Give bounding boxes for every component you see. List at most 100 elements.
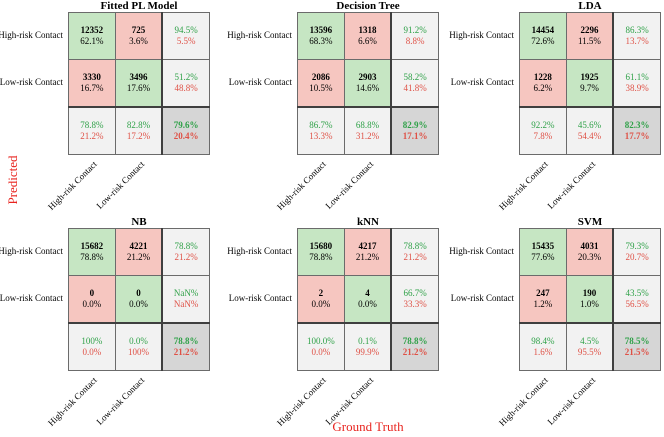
cell-bottom-value: 78.8% (80, 252, 104, 262)
cell-top-value: 13596 (309, 25, 333, 35)
x-tick-label: Low-risk Contact (94, 159, 147, 211)
cell-bottom-value: 68.3% (309, 36, 333, 46)
matrix-cell: 2 0.0% (297, 275, 345, 324)
confusion-matrix: 15435 77.6% 4031 20.3% 79.3% 20.7% 247 1.2% 190 1… (519, 228, 662, 371)
cell-top-value: 82.9% (402, 120, 428, 130)
cell-top-value: 2903 (358, 72, 377, 82)
cell-bottom-value: 20.4% (173, 131, 199, 141)
row-label: High-risk Contact (0, 246, 63, 256)
confusion-matrix-panel: LDA 14454 72.6% 2296 11.5% 86.3% 13.7% 1228 6.2… (449, 1, 662, 212)
cell-bottom-value: 9.7% (580, 83, 599, 93)
matrix-cell: 4031 20.3% (565, 228, 614, 276)
cell-top-value: 4 (365, 288, 370, 298)
col-summary-cell: 0.0% 100% (114, 322, 163, 371)
cell-bottom-value: 31.2% (355, 131, 380, 141)
panel-title: Fitted PL Model (100, 0, 178, 12)
cell-bottom-value: 0.0% (129, 299, 148, 309)
cell-bottom-value: 17.7% (624, 131, 650, 141)
col-summary-cell: 68.8% 31.2% (343, 106, 392, 155)
matrix-cell: 15680 78.8% (297, 228, 345, 276)
cell-top-value: 4031 (580, 241, 599, 251)
col-summary-cell: 4.5% 95.5% (565, 322, 614, 371)
cell-bottom-value: 21.2% (173, 347, 199, 357)
cell-bottom-value: 3.6% (129, 36, 148, 46)
matrix-cell: 4217 21.2% (343, 228, 392, 276)
cell-top-value: 92.2% (531, 120, 555, 130)
cell-bottom-value: NaN% (173, 299, 199, 309)
col-summary-cell: 98.4% 1.6% (519, 322, 567, 371)
cell-bottom-value: 20.3% (577, 252, 602, 262)
cell-top-value: 15435 (531, 241, 555, 251)
x-tick-label: High-risk Contact (275, 375, 329, 428)
matrix-cell: 15435 77.6% (519, 228, 567, 276)
matrix-cell: 1925 9.7% (565, 59, 614, 108)
cell-bottom-value: 16.7% (80, 83, 104, 93)
overall-accuracy-cell: 82.9% 17.1% (390, 106, 440, 155)
cell-bottom-value: 17.2% (126, 131, 151, 141)
cell-top-value: 58.2% (403, 72, 427, 82)
row-summary-cell: 78.8% 21.2% (161, 228, 211, 276)
cell-top-value: 79.6% (173, 120, 199, 130)
cell-bottom-value: 99.9% (355, 347, 380, 357)
x-tick-label: Low-risk Contact (94, 375, 147, 427)
x-tick-label: Low-risk Contact (545, 159, 598, 211)
cell-bottom-value: 14.6% (355, 83, 380, 93)
cell-bottom-value: 0.0% (358, 299, 377, 309)
row-summary-cell: 91.2% 8.8% (390, 12, 440, 60)
cell-top-value: 98.4% (531, 336, 555, 346)
cell-bottom-value: 62.1% (80, 36, 104, 46)
cell-bottom-value: 21.2% (174, 252, 198, 262)
cell-top-value: 190 (582, 288, 597, 298)
overall-accuracy-cell: 79.6% 20.4% (161, 106, 211, 155)
row-summary-cell: 58.2% 41.8% (390, 59, 440, 108)
matrix-cell: 1318 6.6% (343, 12, 392, 60)
cell-bottom-value: 17.1% (402, 131, 428, 141)
cell-bottom-value: 7.8% (533, 131, 553, 141)
cell-bottom-value: 0.0% (82, 299, 102, 309)
confusion-matrix: 15680 78.8% 4217 21.2% 78.8% 21.2% 2 0.0% 4 0.0% 6… (297, 228, 440, 371)
cell-top-value: 51.2% (174, 72, 198, 82)
cell-top-value: 2 (318, 288, 324, 298)
col-summary-cell: 0.1% 99.9% (343, 322, 392, 371)
cell-bottom-value: 38.9% (625, 83, 649, 93)
cell-top-value: 43.5% (625, 288, 649, 298)
col-summary-cell: 100% 0.0% (68, 322, 116, 371)
cell-top-value: 61.1% (625, 72, 649, 82)
cell-bottom-value: 5.5% (176, 36, 196, 46)
cell-bottom-value: 21.2% (126, 252, 151, 262)
cell-bottom-value: 21.5% (624, 347, 650, 357)
row-summary-cell: 79.3% 20.7% (612, 228, 662, 276)
row-summary-cell: 94.5% 5.5% (161, 12, 211, 60)
cell-top-value: 4217 (358, 241, 377, 251)
cell-top-value: 68.8% (355, 120, 380, 130)
cell-top-value: 3496 (129, 72, 148, 82)
cell-bottom-value: 11.5% (578, 36, 601, 46)
cell-bottom-value: 1.6% (533, 347, 553, 357)
cell-bottom-value: 8.8% (405, 36, 425, 46)
confusion-matrix: 13596 68.3% 1318 6.6% 91.2% 8.8% 2086 10.5% 2903… (297, 12, 440, 155)
col-summary-cell: 45.6% 54.4% (565, 106, 614, 155)
cell-top-value: 78.5% (624, 336, 650, 346)
cell-top-value: 0.1% (358, 336, 377, 346)
cell-top-value: 86.7% (309, 120, 333, 130)
cell-bottom-value: 72.6% (531, 36, 555, 46)
confusion-matrix-panel: NB 15682 78.8% 4221 21.2% 78.8% 21.2% 0 0.0% 0 0.… (0, 217, 211, 428)
confusion-matrix-panel: SVM 15435 77.6% 4031 20.3% 79.3% 20.7% 247 1.2%… (449, 217, 662, 428)
overall-accuracy-cell: 78.8% 21.2% (390, 322, 440, 371)
cell-top-value: 2086 (311, 72, 330, 82)
row-label: High-risk Contact (227, 30, 292, 40)
cell-top-value: 0.0% (129, 336, 148, 346)
cell-bottom-value: 0.0% (311, 299, 331, 309)
overall-accuracy-cell: 78.5% 21.5% (612, 322, 662, 371)
cell-top-value: NaN% (173, 288, 199, 298)
cell-top-value: 4221 (129, 241, 148, 251)
x-tick-label: Low-risk Contact (323, 159, 376, 211)
cell-top-value: 1925 (580, 72, 599, 82)
cell-top-value: 12352 (80, 25, 104, 35)
cell-top-value: 45.6% (577, 120, 602, 130)
row-label: Low-risk Contact (450, 293, 514, 303)
row-label: High-risk Contact (227, 246, 292, 256)
col-summary-cell: 92.2% 7.8% (519, 106, 567, 155)
matrix-cell: 4 0.0% (343, 275, 392, 324)
